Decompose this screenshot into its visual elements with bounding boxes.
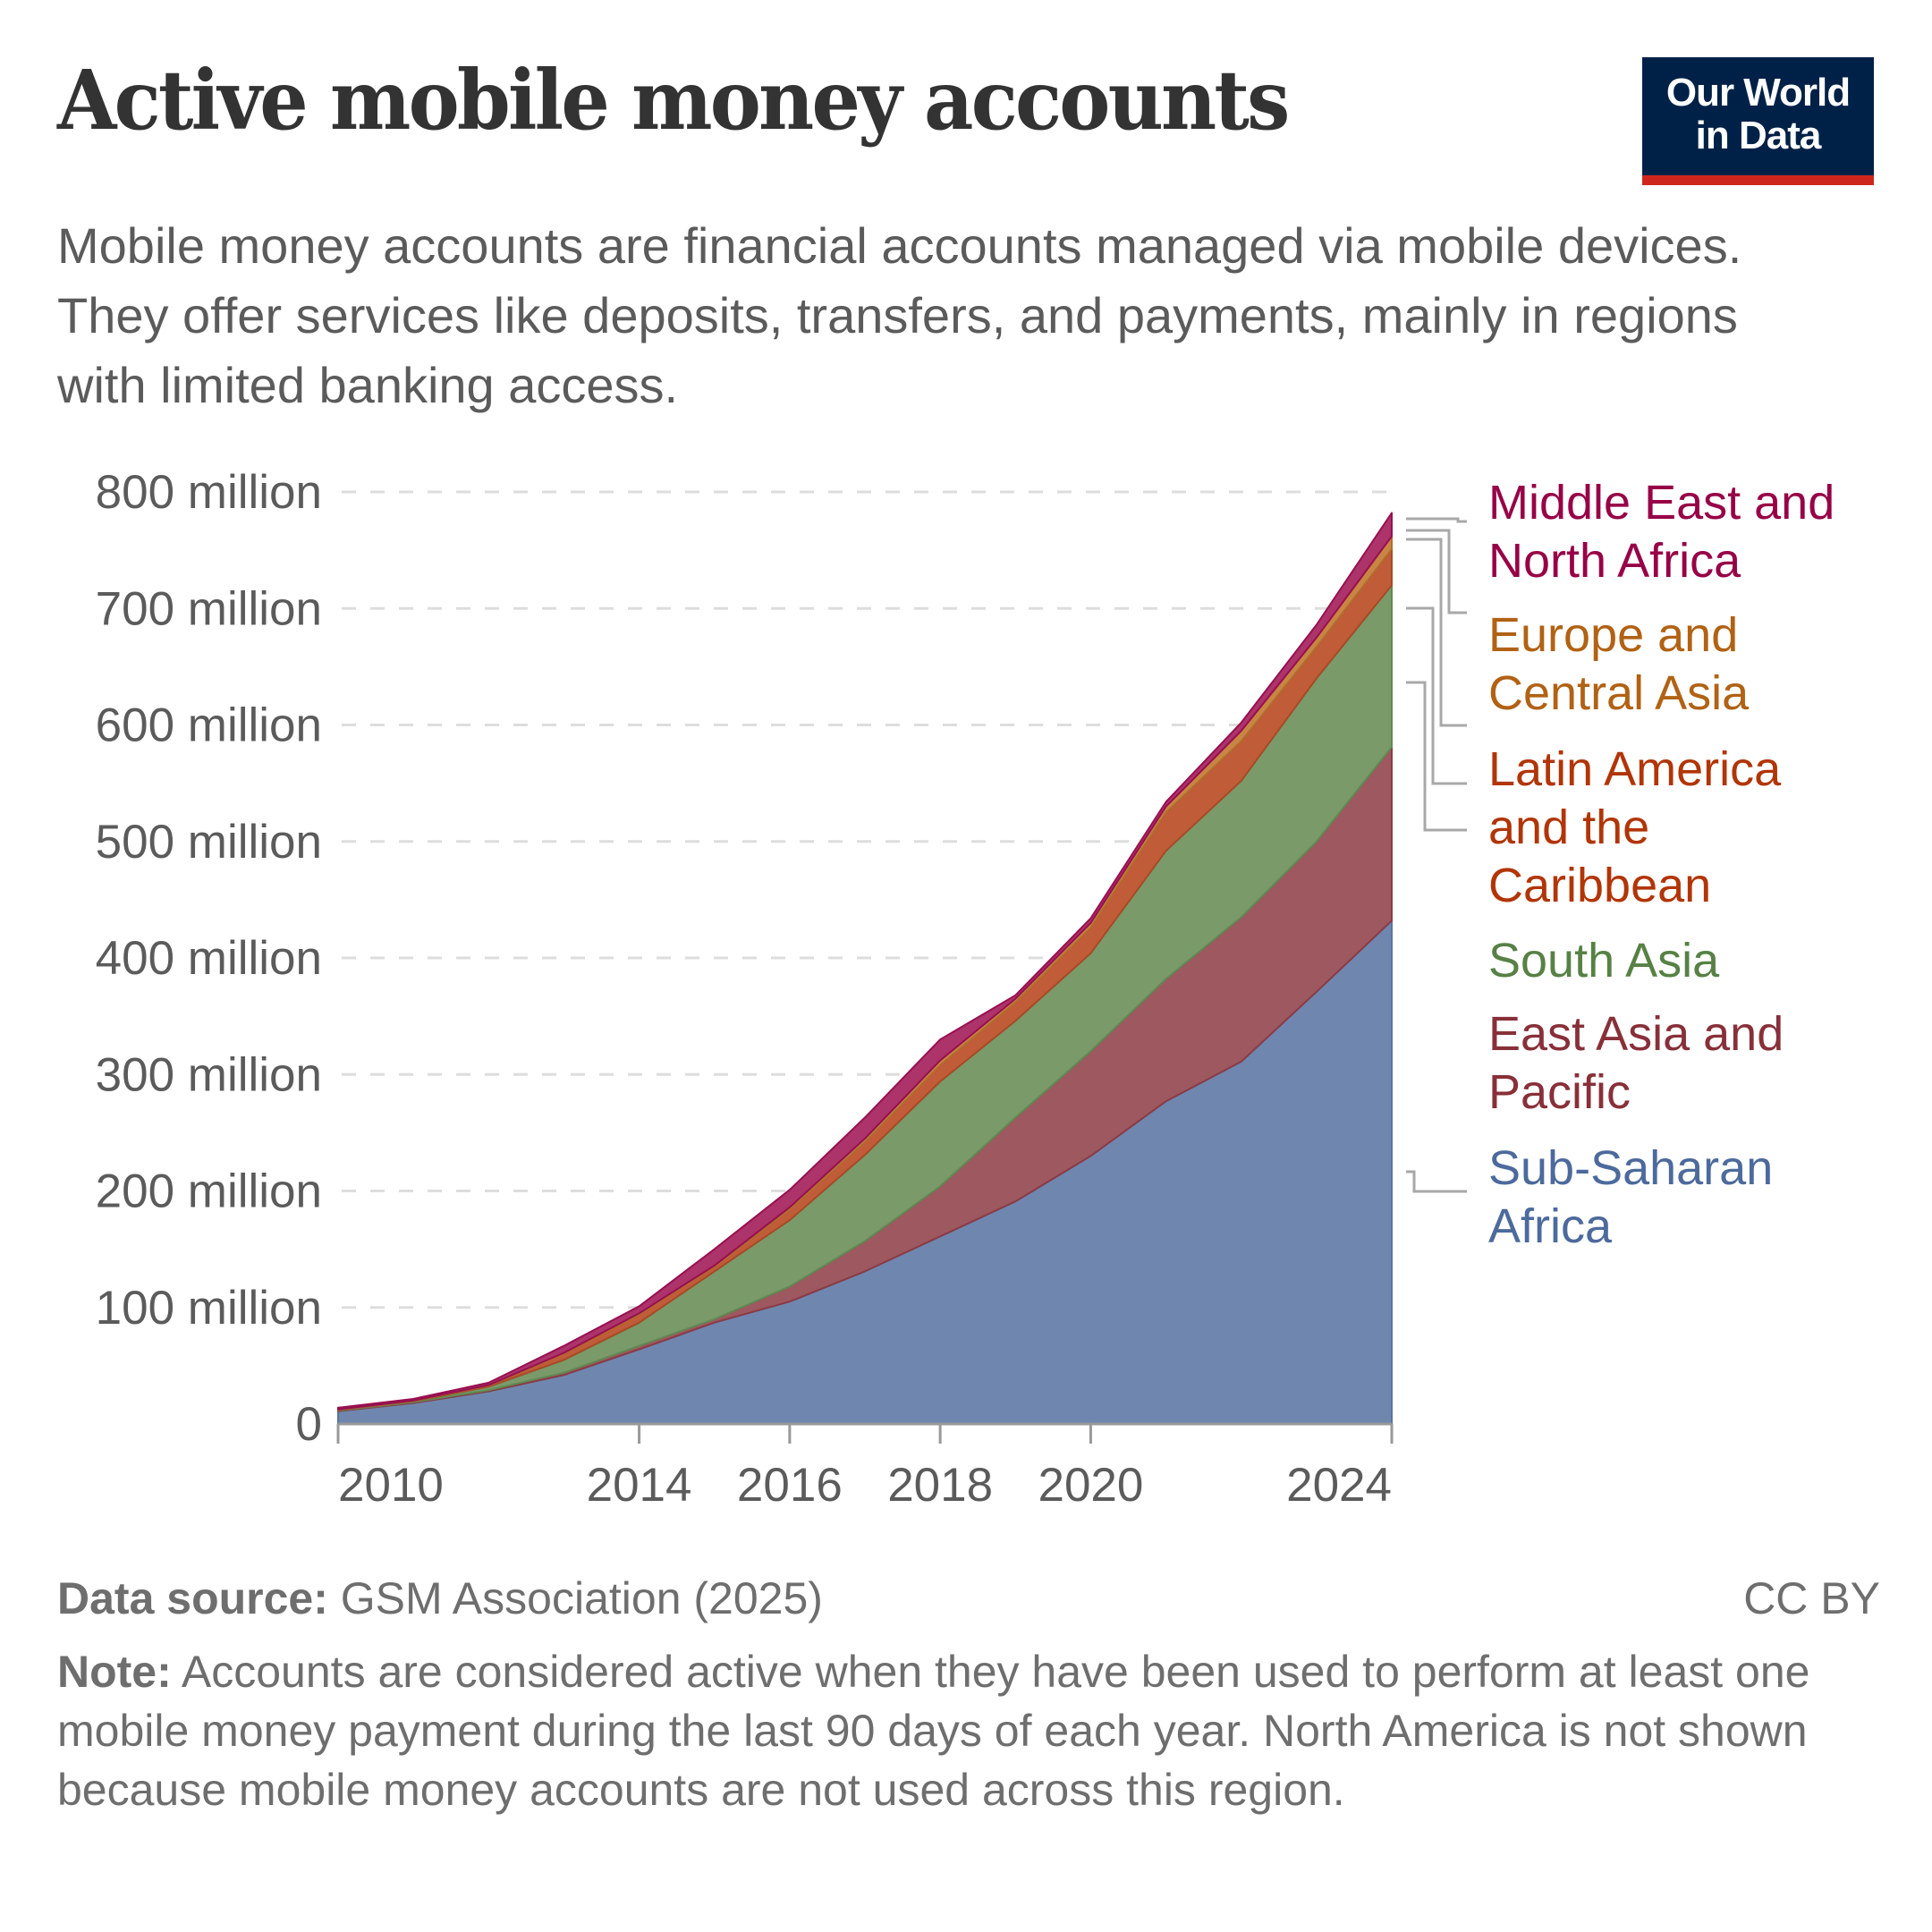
chart-note: Note: Accounts are considered active whe…: [57, 1642, 1855, 1819]
legend-label-line: Sub-Saharan: [1488, 1141, 1774, 1195]
legend-item-sub-saharan-africa[interactable]: Sub-Saharan Africa: [1488, 1140, 1773, 1256]
legend-label-line: North Africa: [1488, 534, 1741, 588]
y-tick-label: 700 million: [96, 582, 322, 635]
y-tick-label: 0: [296, 1398, 322, 1451]
y-tick-label: 100 million: [96, 1282, 322, 1335]
legend-connector: [1406, 606, 1467, 785]
area-series: [337, 512, 1393, 1425]
logo-line-1: Our World: [1665, 71, 1851, 114]
note-text: Accounts are considered active when they…: [57, 1647, 1810, 1815]
legend-item-south-asia[interactable]: South Asia: [1488, 932, 1719, 990]
legend-connector: [1406, 529, 1467, 614]
legend-label-line: and the: [1488, 801, 1650, 854]
legend-connector: [1406, 538, 1467, 727]
legend-label-line: Pacific: [1488, 1065, 1631, 1119]
data-source-label: Data source:: [57, 1573, 328, 1623]
x-axis: 2010 2014 2016 2018 2020 2024: [336, 1422, 1394, 1512]
legend-label-line: Central Asia: [1488, 666, 1750, 720]
legend-item-europe-and-central-asia[interactable]: Europe and Central Asia: [1488, 606, 1749, 723]
data-source-value[interactable]: GSM Association (2025): [327, 1573, 823, 1623]
y-tick-label: 500 million: [96, 816, 322, 869]
legend-label-line: Caribbean: [1488, 859, 1712, 912]
legend-item-middle-east-and-north-africa[interactable]: Middle East and North Africa: [1488, 474, 1835, 590]
legend-label-line: Europe and: [1488, 608, 1739, 662]
logo-accent-bar: [1642, 175, 1874, 185]
chart-subtitle: Mobile money accounts are financial acco…: [57, 217, 1742, 413]
legend-connector: [1406, 517, 1467, 523]
license-link[interactable]: CC BY: [1743, 1573, 1880, 1623]
x-tick-label: 2024: [1286, 1459, 1392, 1512]
y-axis-labels: 0 100 million 200 million 300 million 400 mi…: [96, 466, 322, 1451]
logo-text: Our World in Data: [1642, 72, 1874, 157]
y-tick-label: 400 million: [96, 932, 322, 985]
note-label: Note:: [57, 1647, 172, 1697]
x-tick-label: 2020: [1038, 1459, 1143, 1512]
y-tick-label: 600 million: [96, 699, 322, 752]
legend-label-line: Latin America: [1488, 742, 1782, 796]
legend-label-line: Africa: [1488, 1199, 1613, 1253]
legend-connector: [1406, 681, 1467, 832]
x-tick-label: 2010: [338, 1459, 444, 1512]
area-middle-east-and-north-africa[interactable]: [337, 512, 1393, 1411]
x-tick-label: 2014: [587, 1459, 692, 1512]
chart-title: Active mobile money accounts: [57, 52, 1290, 148]
legend-label-line: East Asia and: [1488, 1007, 1784, 1061]
y-tick-label: 800 million: [96, 466, 322, 519]
y-tick-label: 200 million: [96, 1165, 322, 1218]
legend-connector-lines: [1406, 517, 1467, 1193]
x-tick-label: 2018: [887, 1459, 993, 1512]
logo-line-2: in Data: [1695, 114, 1822, 157]
legend-item-latin-america-and-the-caribbean[interactable]: Latin America and the Caribbean: [1488, 741, 1781, 915]
legend-label-line: South Asia: [1488, 934, 1720, 987]
stacked-area-chart: 0 100 million 200 million 300 million 400 mi…: [96, 466, 1467, 1512]
legend-label-line: Middle East and: [1488, 476, 1835, 530]
y-tick-label: 300 million: [96, 1048, 322, 1101]
owid-logo[interactable]: Our World in Data: [1642, 57, 1874, 185]
legend-item-east-asia-and-pacific[interactable]: East Asia and Pacific: [1488, 1005, 1784, 1122]
legend-connector: [1406, 1170, 1467, 1193]
x-tick-label: 2016: [737, 1459, 843, 1512]
data-source: Data source: GSM Association (2025): [57, 1572, 823, 1624]
